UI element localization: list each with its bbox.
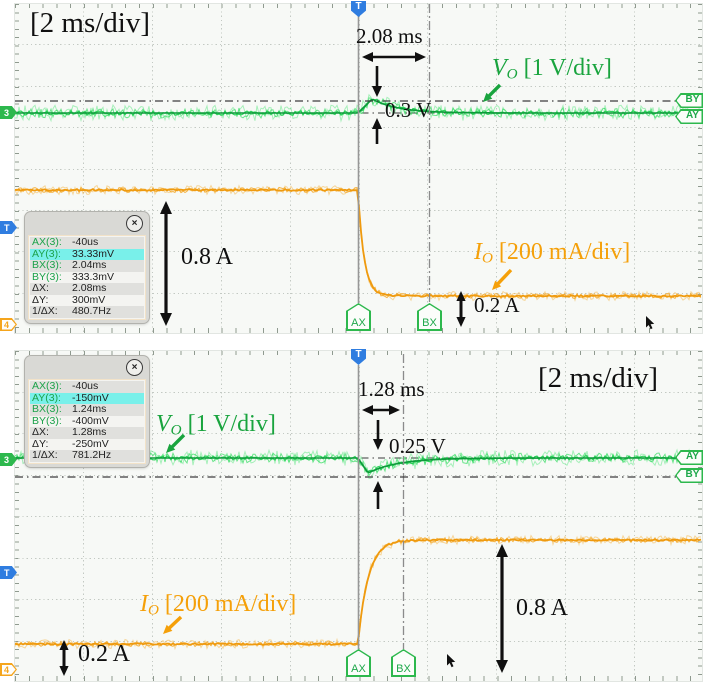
timebase-label: [2 ms/div] bbox=[538, 362, 659, 394]
channel4-marker[interactable]: 4 bbox=[0, 318, 17, 331]
cursor-measurement-panel[interactable]: × AX(3): -40us AY(3): 33.33mV BX(3): 2.04ms BY… bbox=[25, 212, 149, 323]
measurement-rows: AX(3): -40us AY(3): 33.33mV BX(3): 2.04ms BY(3… bbox=[28, 235, 146, 320]
channel3-marker[interactable]: 3 bbox=[0, 453, 17, 466]
measurement-row: AY(3): -150mV bbox=[30, 392, 144, 404]
channel3-marker[interactable]: 3 bbox=[0, 106, 17, 119]
measurement-row: 1/ΔX: 480.7Hz bbox=[30, 305, 144, 318]
cursor-ay-flag[interactable]: AY bbox=[675, 450, 703, 465]
io-scale-label: IO [200 mA/div] bbox=[474, 239, 631, 267]
measurement-row: AX(3): -40us bbox=[30, 236, 144, 249]
measurement-row: ΔX: 2.08ms bbox=[30, 282, 144, 295]
measurement-row: BX(3): 2.04ms bbox=[30, 259, 144, 272]
measurement-row: 1/ΔX: 781.2Hz bbox=[30, 449, 144, 462]
low-current-label: 0.2 A bbox=[78, 641, 131, 667]
cursor-measurement-panel[interactable]: × AX(3): -40us AY(3): -150mV BX(3): 1.24ms BY(… bbox=[25, 356, 149, 467]
trigger-level-marker[interactable]: T bbox=[0, 221, 17, 234]
channel4-marker[interactable]: 4 bbox=[0, 663, 17, 676]
vo-scale-label: VO [1 V/div] bbox=[492, 55, 612, 83]
measurement-row: ΔX: 1.28ms bbox=[30, 426, 144, 439]
measurement-panel-titlebar[interactable]: × bbox=[25, 212, 149, 235]
vo-scale-label: VO [1 V/div] bbox=[156, 411, 276, 439]
delta-time-label: 2.08 ms bbox=[356, 24, 423, 48]
io-scale-label: IO [200 mA/div] bbox=[140, 591, 297, 619]
close-icon[interactable]: × bbox=[126, 215, 143, 232]
voltage-deviation-label: 0.25 V bbox=[389, 434, 446, 458]
cursor-by-flag[interactable]: BY bbox=[675, 93, 703, 108]
cursor-by-flag[interactable]: BY bbox=[675, 468, 703, 483]
measurement-row: BX(3): 1.24ms bbox=[30, 403, 144, 416]
trigger-time-marker[interactable]: T bbox=[351, 349, 366, 365]
scope-capture-bottom: [2 ms/div] 1.28 ms 0.25 V VO [1 V/div] I… bbox=[0, 346, 703, 692]
measurement-row: ΔY: -250mV bbox=[32, 437, 109, 450]
trigger-time-marker[interactable]: T bbox=[351, 1, 366, 17]
close-icon[interactable]: × bbox=[126, 359, 143, 376]
delta-time-label: 1.28 ms bbox=[358, 377, 425, 401]
high-current-label: 0.8 A bbox=[181, 244, 234, 270]
timebase-label: [2 ms/div] bbox=[30, 7, 151, 39]
cursor-ay-flag[interactable]: AY bbox=[675, 109, 703, 124]
high-current-label: 0.8 A bbox=[516, 595, 569, 621]
trigger-level-marker[interactable]: T bbox=[0, 566, 17, 579]
measurement-row: AX(3): -40us bbox=[30, 380, 144, 393]
voltage-deviation-label: 0.3 V bbox=[385, 98, 432, 122]
cursor-ax-flag[interactable]: AX bbox=[346, 649, 371, 677]
low-current-label: 0.2 A bbox=[474, 293, 520, 317]
measurement-row: BY(3): -400mV bbox=[32, 414, 109, 427]
measurement-panel-titlebar[interactable]: × bbox=[25, 356, 149, 379]
measurement-rows: AX(3): -40us AY(3): -150mV BX(3): 1.24ms BY(3)… bbox=[28, 379, 146, 464]
scope-capture-top: [2 ms/div] 2.08 ms 0.3 V VO [1 V/div] IO… bbox=[0, 0, 703, 342]
